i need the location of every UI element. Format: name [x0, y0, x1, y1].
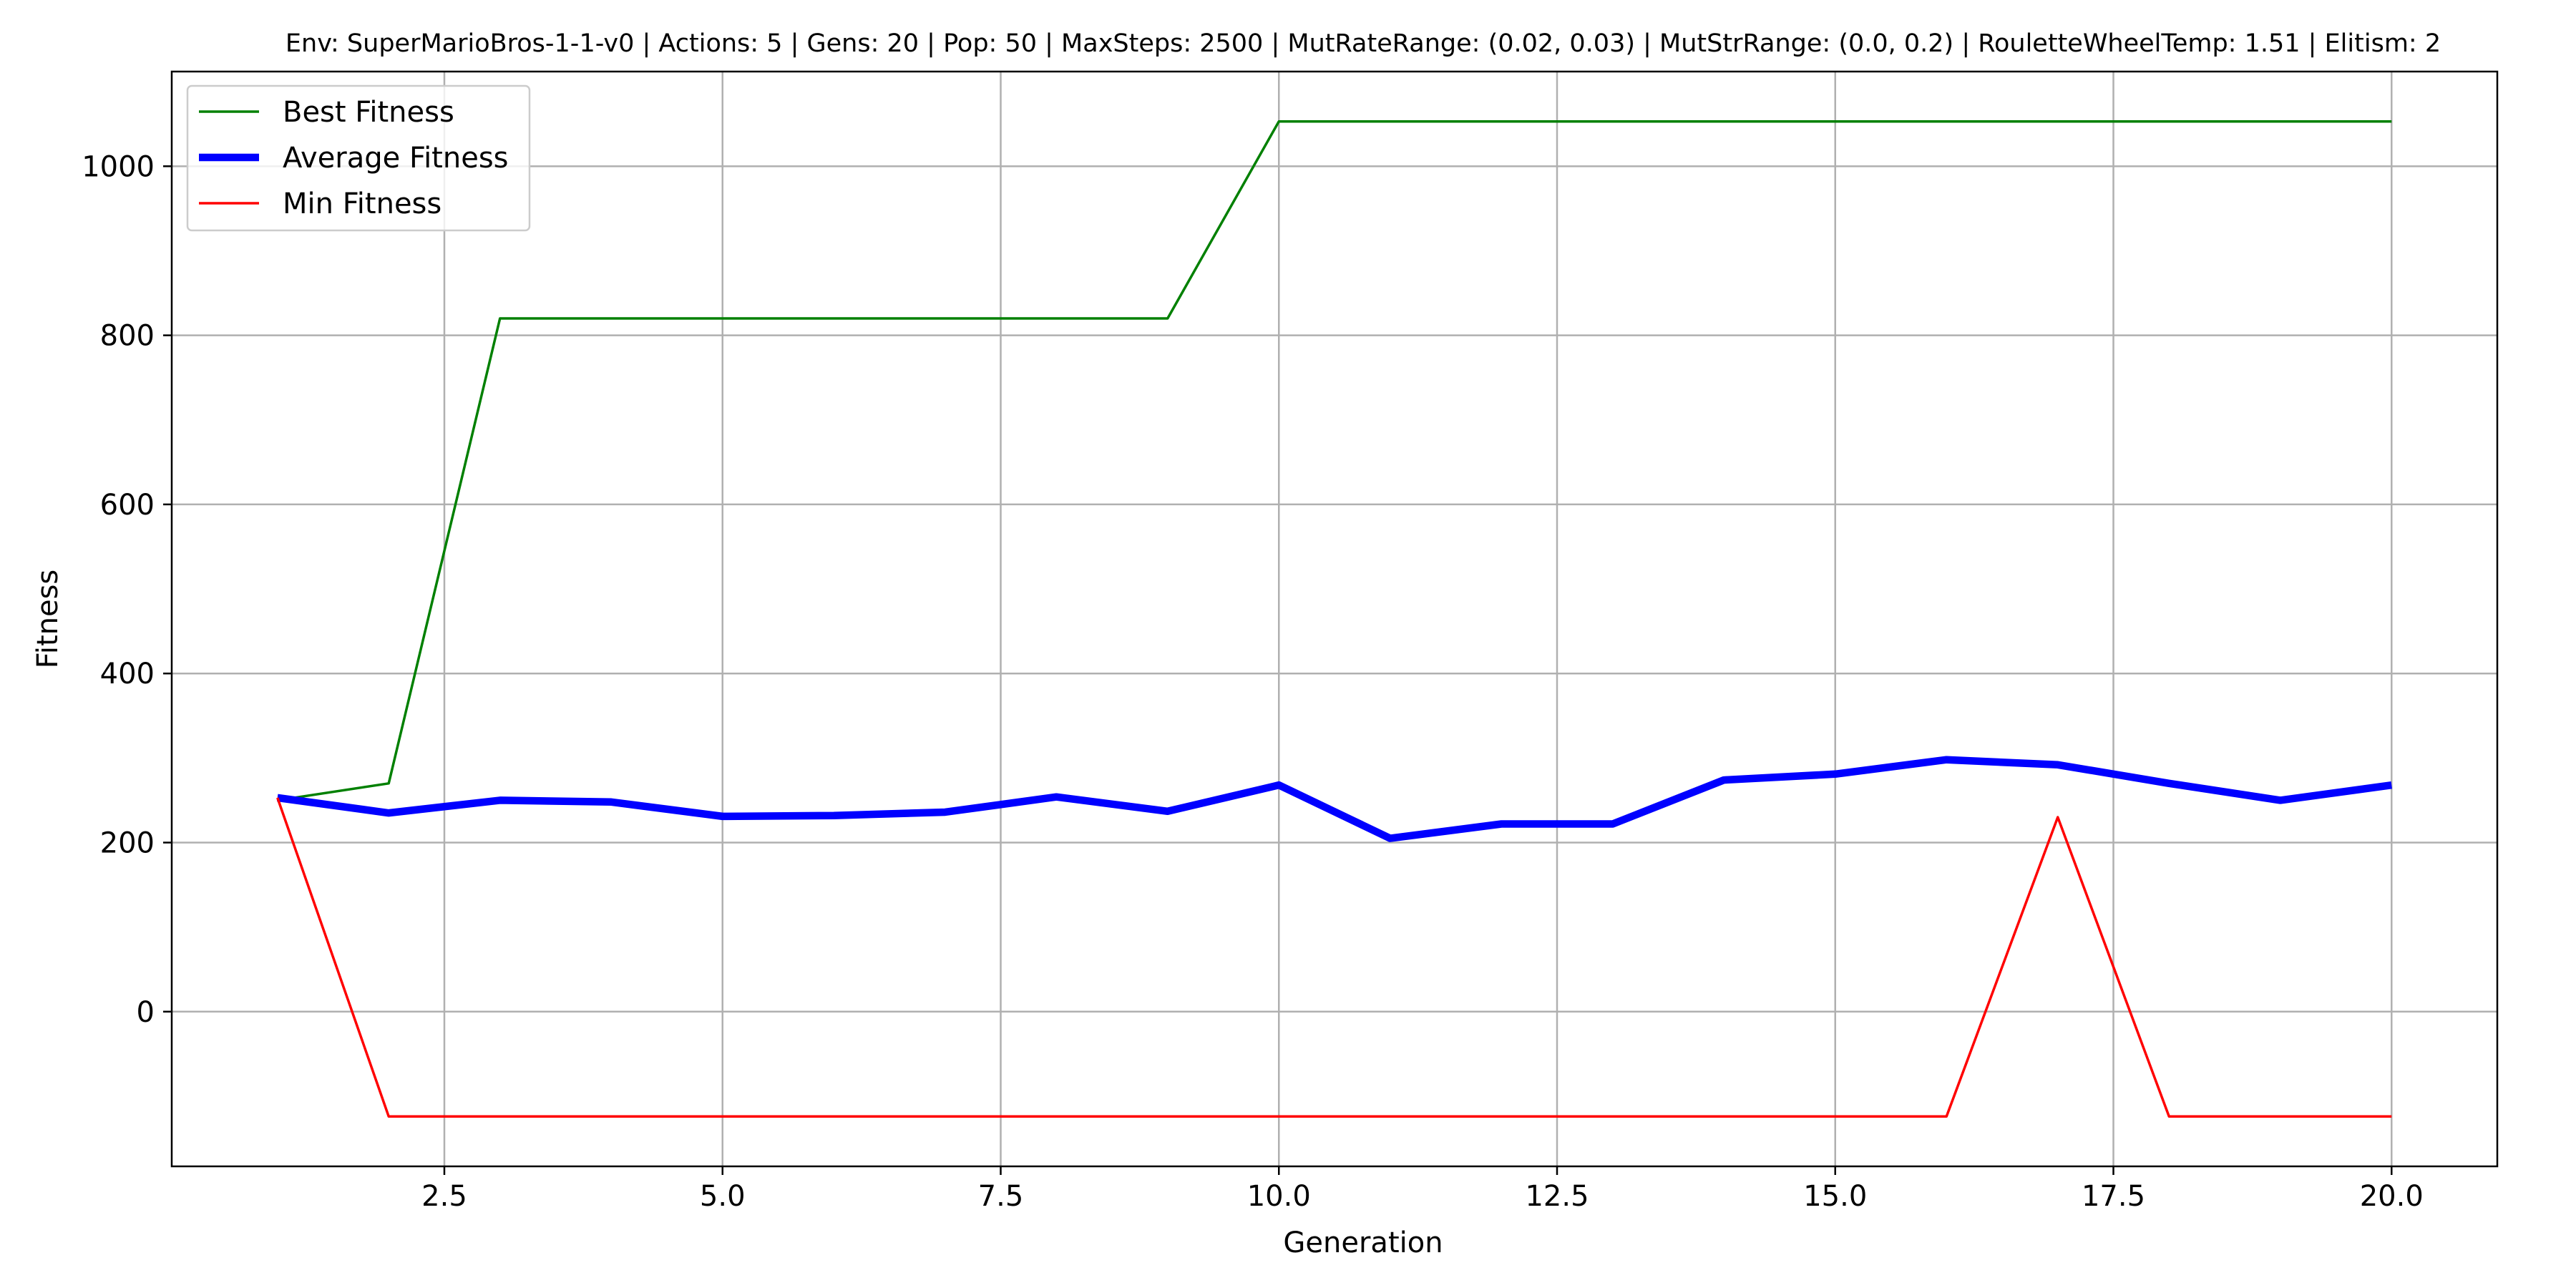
legend-label-min-fitness: Min Fitness [283, 187, 441, 220]
y-axis-label: Fitness [31, 570, 64, 669]
chart-title: Env: SuperMarioBros-1-1-v0 | Actions: 5 … [286, 29, 2441, 58]
legend-box [186, 84, 531, 232]
series-line-min-fitness [276, 797, 2392, 1118]
y-tick-label: 800 [100, 320, 155, 353]
y-tick-label: 200 [100, 826, 155, 859]
y-tick-label: 400 [100, 658, 155, 691]
x-tick-label: 20.0 [2360, 1180, 2424, 1213]
x-tick-label: 2.5 [421, 1180, 467, 1213]
series-line-best-fitness [277, 119, 2392, 802]
x-tick-label: 17.5 [2082, 1180, 2145, 1213]
y-tick-label: 1000 [82, 150, 155, 183]
x-tick-label: 5.0 [700, 1180, 746, 1213]
y-tick-label: 600 [100, 489, 155, 522]
legend-label-average-fitness: Average Fitness [283, 142, 509, 175]
x-tick-label: 12.5 [1525, 1180, 1589, 1213]
legend-label-best-fitness: Best Fitness [283, 96, 454, 129]
x-tick-label: 7.5 [978, 1180, 1024, 1213]
x-tick-label: 10.0 [1247, 1180, 1311, 1213]
grid [172, 72, 2497, 1166]
legend: Best Fitness Average Fitness Min Fitness [186, 84, 531, 232]
plot-frame [170, 70, 2499, 1168]
x-axis-label: Generation [1283, 1226, 1443, 1259]
y-tick-label: 0 [137, 996, 155, 1029]
x-tick-label: 15.0 [1803, 1180, 1867, 1213]
series-layer [276, 119, 2392, 1118]
ticks: 2.5 5.0 7.5 10.0 12.5 15.0 17.5 20.0 0 200 400 600 8… [82, 150, 2424, 1213]
series-line-average-fitness [277, 756, 2392, 842]
